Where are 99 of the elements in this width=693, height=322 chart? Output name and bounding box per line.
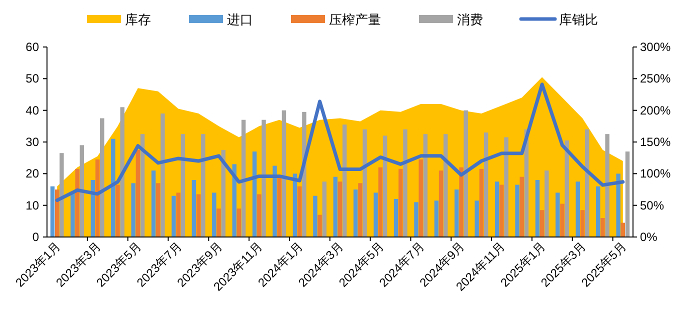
bar xyxy=(560,204,564,237)
bar xyxy=(313,196,318,237)
bar xyxy=(176,192,180,237)
y2-tick-label: 150% xyxy=(640,135,672,149)
bar xyxy=(192,180,196,237)
bar xyxy=(160,114,165,237)
bar xyxy=(257,194,262,237)
bar xyxy=(80,145,84,237)
bar xyxy=(297,186,302,237)
y2-tick-label: 250% xyxy=(640,72,672,86)
bar xyxy=(504,137,508,237)
bar xyxy=(131,183,136,237)
bar xyxy=(196,194,201,237)
bar xyxy=(338,182,342,237)
y2-tick-label: 50% xyxy=(640,198,664,212)
y-tick-label: 10 xyxy=(26,198,40,212)
y-tick-label: 40 xyxy=(26,103,40,118)
bar xyxy=(500,184,504,237)
bar xyxy=(464,110,468,237)
y2-tick-label: 0% xyxy=(640,230,658,244)
bar xyxy=(136,150,140,237)
bar xyxy=(418,159,423,237)
bar xyxy=(584,129,590,237)
bar xyxy=(236,208,242,237)
legend-label: 进口 xyxy=(227,12,253,27)
bar xyxy=(398,168,403,237)
bar xyxy=(156,183,160,237)
y2-tick-label: 300% xyxy=(640,40,672,54)
bar xyxy=(116,184,120,237)
bar xyxy=(484,132,488,237)
bar xyxy=(494,182,500,237)
bar xyxy=(252,152,257,237)
bar xyxy=(241,120,246,237)
bar xyxy=(358,183,362,237)
bar xyxy=(60,153,64,237)
y-tick-label: 20 xyxy=(26,166,40,181)
bar xyxy=(212,192,216,237)
y-tick-label: 60 xyxy=(26,40,40,54)
bar xyxy=(140,134,145,237)
bar xyxy=(556,192,560,237)
legend-label: 压榨产量 xyxy=(329,12,381,27)
bar xyxy=(616,174,620,237)
legend-label: 库存 xyxy=(125,12,151,27)
bar xyxy=(520,176,524,237)
bar xyxy=(605,134,610,237)
bar xyxy=(625,152,630,237)
bar xyxy=(333,176,338,237)
bar xyxy=(600,218,605,237)
bar xyxy=(414,202,418,237)
bar xyxy=(576,182,580,237)
bar xyxy=(544,170,549,237)
bar xyxy=(620,222,625,237)
y2-tick-label: 100% xyxy=(640,166,672,181)
bar xyxy=(151,170,156,237)
bar xyxy=(378,167,383,237)
bar xyxy=(515,184,520,237)
bar xyxy=(111,138,116,237)
bar xyxy=(479,168,484,237)
bar xyxy=(459,167,464,237)
bar xyxy=(318,214,322,237)
bar xyxy=(403,129,408,237)
bar xyxy=(374,192,378,237)
bar xyxy=(201,134,206,237)
bar xyxy=(362,129,367,237)
bar xyxy=(322,182,326,237)
bar xyxy=(394,199,398,237)
bar xyxy=(70,192,75,237)
bar xyxy=(423,134,428,237)
bar xyxy=(382,136,388,237)
bar xyxy=(277,176,282,237)
bar xyxy=(444,134,448,237)
bar xyxy=(454,190,459,237)
bar xyxy=(564,140,569,237)
bar xyxy=(540,210,544,237)
bar xyxy=(172,196,176,237)
y-tick-label: 0 xyxy=(32,230,40,244)
bar xyxy=(474,200,479,237)
bar xyxy=(535,180,540,237)
bar xyxy=(282,110,286,237)
bar xyxy=(342,124,347,237)
legend-label: 消费 xyxy=(457,12,483,27)
bar xyxy=(434,200,439,237)
legend-label: 库销比 xyxy=(559,12,598,27)
bar xyxy=(50,186,55,237)
y-tick-label: 30 xyxy=(26,135,40,149)
bar xyxy=(596,186,600,237)
bar xyxy=(262,120,266,237)
bar xyxy=(216,208,221,237)
bar xyxy=(180,134,186,237)
y2-tick-label: 200% xyxy=(640,103,672,118)
bar xyxy=(354,190,358,237)
bar xyxy=(95,159,100,237)
bar xyxy=(120,107,124,237)
bar xyxy=(580,210,585,237)
bar xyxy=(100,118,104,237)
bar xyxy=(75,168,80,237)
bar xyxy=(272,166,277,237)
y-tick-label: 50 xyxy=(26,72,40,86)
bar xyxy=(438,170,444,237)
